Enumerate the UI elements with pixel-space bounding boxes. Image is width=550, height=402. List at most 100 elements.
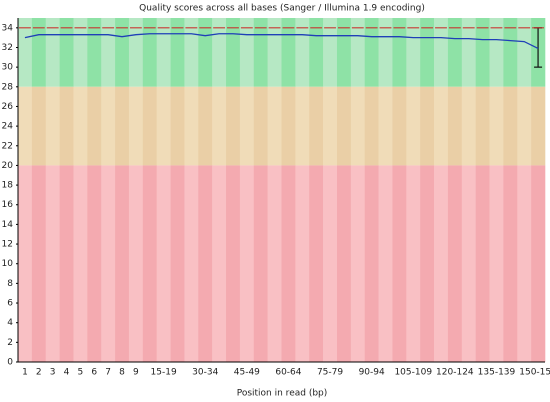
zone-stripe <box>184 165 199 362</box>
zone-stripe <box>364 165 379 362</box>
zone-stripe <box>531 86 546 166</box>
zone-stripe <box>461 18 476 87</box>
zone-stripe <box>212 18 227 87</box>
zone-stripe <box>31 165 47 362</box>
zone-stripe <box>531 165 546 362</box>
y-tick-label: 2 <box>7 338 13 348</box>
zone-stripe <box>517 18 532 87</box>
zone-stripe <box>364 86 379 166</box>
zone-stripe <box>142 18 157 87</box>
zone-stripe <box>503 165 518 362</box>
zone-stripe <box>434 18 449 87</box>
zone-stripe <box>392 86 407 166</box>
zone-stripe <box>156 86 171 166</box>
x-tick-label: 15-19 <box>151 368 177 378</box>
zone-stripe <box>336 165 352 362</box>
y-tick-label: 4 <box>7 318 13 328</box>
y-tick-label: 16 <box>2 200 14 210</box>
zone-stripe <box>378 18 393 87</box>
zone-stripe <box>406 18 421 87</box>
zone-stripe <box>115 165 130 362</box>
x-tick-label: 1 <box>22 368 28 378</box>
zone-stripe <box>226 18 241 87</box>
zone-stripe <box>350 165 366 362</box>
zone-stripe <box>239 86 255 166</box>
x-tick-label: 105-109 <box>394 368 432 378</box>
zone-stripe <box>295 86 310 166</box>
x-tick-label: 2 <box>36 368 42 378</box>
zone-stripe <box>198 165 213 362</box>
zone-stripe <box>170 165 185 362</box>
zone-stripe <box>489 165 504 362</box>
x-tick-label: 120-124 <box>436 368 474 378</box>
y-tick-label: 34 <box>2 23 14 33</box>
zone-stripe <box>156 165 171 362</box>
zone-stripe <box>73 165 88 362</box>
zone-stripe <box>503 86 518 166</box>
zone-stripe <box>281 165 296 362</box>
zone-stripe <box>378 86 393 166</box>
zone-stripe <box>45 86 60 166</box>
zone-stripe <box>226 86 241 166</box>
zone-stripe <box>212 165 227 362</box>
zone-stripe <box>295 165 310 362</box>
zone-stripe <box>101 165 116 362</box>
x-tick-label: 45-49 <box>234 368 260 378</box>
zone-stripe <box>323 86 338 166</box>
zone-stripe <box>59 165 74 362</box>
zone-stripe <box>45 165 60 362</box>
zone-stripe <box>434 86 449 166</box>
zone-stripe <box>115 86 130 166</box>
zone-stripe <box>309 86 324 166</box>
zone-stripe <box>420 165 435 362</box>
zone-stripe <box>475 165 490 362</box>
y-tick-label: 32 <box>2 43 13 53</box>
zone-stripe <box>184 86 199 166</box>
zone-stripe <box>267 165 282 362</box>
y-tick-label: 24 <box>2 122 14 132</box>
zone-stripe <box>170 86 185 166</box>
zone-stripe <box>475 86 490 166</box>
y-tick-label: 8 <box>7 279 13 289</box>
x-tick-label: 135-139 <box>478 368 516 378</box>
x-tick-label: 4 <box>64 368 70 378</box>
zone-stripe <box>253 86 268 166</box>
x-tick-label: 6 <box>91 368 97 378</box>
y-tick-label: 10 <box>2 259 14 269</box>
zone-stripe <box>503 18 518 87</box>
x-tick-label: 3 <box>50 368 56 378</box>
x-tick-label: 8 <box>119 368 125 378</box>
y-tick-label: 12 <box>2 240 13 250</box>
zone-stripe <box>447 18 463 87</box>
zone-stripe <box>461 86 476 166</box>
zone-stripe <box>128 165 144 362</box>
y-tick-label: 30 <box>2 63 14 73</box>
y-tick-label: 28 <box>2 82 14 92</box>
zone-stripe <box>475 18 490 87</box>
y-tick-label: 22 <box>2 141 13 151</box>
zone-stripe <box>18 165 33 362</box>
zone-stripe <box>142 86 157 166</box>
x-axis-label: Position in read (bp) <box>237 389 328 399</box>
zone-stripe <box>115 18 130 87</box>
zone-stripe <box>447 165 463 362</box>
zone-stripe <box>489 18 504 87</box>
zone-stripe <box>184 18 199 87</box>
zone-stripe <box>281 86 296 166</box>
zone-stripe <box>420 86 435 166</box>
zone-stripe <box>420 18 435 87</box>
y-tick-label: 0 <box>7 358 13 368</box>
x-tick-label: 9 <box>133 368 139 378</box>
zone-stripe <box>156 18 171 87</box>
zone-stripe <box>434 165 449 362</box>
zone-stripe <box>73 86 88 166</box>
zone-stripe <box>87 165 102 362</box>
zone-stripe <box>323 165 338 362</box>
zone-stripe <box>309 165 324 362</box>
y-tick-label: 14 <box>2 220 14 230</box>
zone-stripe <box>517 165 532 362</box>
chart-title: Quality scores across all bases (Sanger … <box>139 4 425 14</box>
zone-stripe <box>142 165 157 362</box>
zone-stripe <box>267 86 282 166</box>
